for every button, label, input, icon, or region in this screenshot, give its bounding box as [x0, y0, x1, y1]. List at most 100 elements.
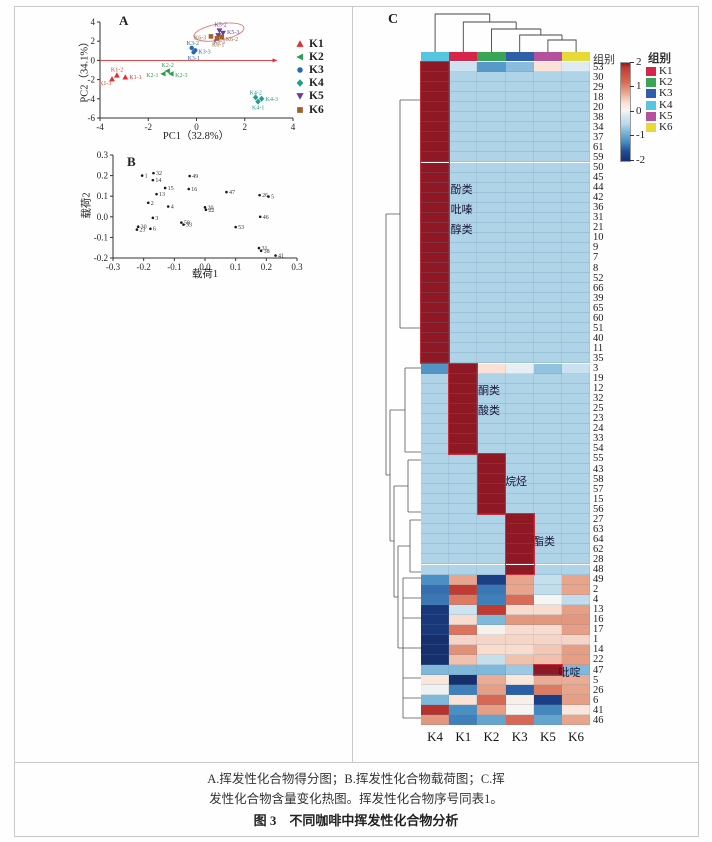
heatmap-cell — [421, 614, 450, 625]
column-label-K4: K4 — [427, 729, 444, 744]
heatmap-cell — [562, 383, 591, 394]
heatmap-cell — [533, 142, 562, 153]
heatmap-cell — [505, 273, 534, 284]
heatmap-cell — [421, 654, 450, 665]
heatmap-cell — [421, 202, 450, 213]
heatmap-cell — [505, 715, 534, 726]
class-annotation: 烷烃 — [505, 475, 528, 488]
heatmap-cell — [562, 263, 591, 274]
panel-b-xlabel: 载荷1 — [191, 269, 219, 280]
heatmap-cell — [449, 524, 478, 535]
heatmap-cell — [477, 403, 506, 414]
heatmap-cell — [562, 443, 591, 454]
heatmap-cell — [421, 162, 450, 173]
heatmap-cell — [505, 644, 534, 655]
heatmap-cell — [533, 353, 562, 364]
svg-text:-4: -4 — [88, 94, 96, 104]
class-annotation: 吡啶 — [558, 666, 581, 679]
group-color-chip — [646, 89, 656, 99]
heatmap-cell — [449, 614, 478, 625]
heatmap-cell — [421, 102, 450, 113]
heatmap-cell — [562, 222, 591, 233]
heatmap-cell — [449, 313, 478, 324]
heatmap-cell — [477, 222, 506, 233]
heatmap-cell — [477, 464, 506, 475]
heatmap-cell — [562, 524, 591, 535]
heatmap-cell — [449, 423, 478, 434]
svg-text:2: 2 — [151, 201, 154, 207]
heatmap-cell — [449, 514, 478, 525]
heatmap-cell — [533, 122, 562, 133]
heatmap-cell — [533, 494, 562, 505]
heatmap-cell — [533, 453, 562, 464]
heatmap-cell — [562, 644, 591, 655]
svg-text:K6-3: K6-3 — [194, 35, 206, 41]
heatmap-cell — [449, 303, 478, 314]
heatmap-cell — [421, 695, 450, 706]
heatmap-cell — [562, 343, 591, 354]
heatmap-cell — [505, 263, 534, 274]
svg-text:30: 30 — [141, 225, 147, 231]
heatmap-cell — [562, 82, 591, 93]
heatmap-cell — [421, 172, 450, 183]
heatmap-cell — [562, 92, 591, 103]
svg-text:16: 16 — [191, 187, 197, 193]
heatmap-cell — [449, 92, 478, 103]
heatmap-cell — [477, 112, 506, 123]
row-label: 38 — [593, 111, 604, 123]
svg-text:23: 23 — [139, 228, 145, 234]
svg-text:-4: -4 — [96, 122, 104, 132]
group-annotation-K5 — [533, 52, 562, 61]
heatmap-cell — [533, 634, 562, 645]
row-label: 15 — [593, 493, 604, 505]
row-label: 9 — [593, 242, 599, 254]
heatmap-cell — [477, 675, 506, 686]
row-label: 63 — [593, 523, 604, 535]
heatmap-cell — [505, 283, 534, 294]
caption-line-1: A.挥发性化合物得分图；B.挥发性化合物载荷图；C.挥 — [207, 772, 505, 786]
row-label: 31 — [593, 212, 604, 224]
heatmap-cell — [505, 474, 534, 485]
heatmap-cell — [505, 62, 534, 73]
heatmap-cell — [533, 283, 562, 294]
legend-item-K5: K5 — [295, 90, 324, 103]
caption-divider — [14, 762, 698, 763]
heatmap-cell — [421, 283, 450, 294]
heatmap-cell — [477, 122, 506, 133]
heatmap-cell — [505, 564, 534, 575]
svg-text:0.1: 0.1 — [230, 262, 241, 272]
svg-text:4: 4 — [171, 205, 174, 211]
heatmap-cell — [562, 504, 591, 515]
row-label: 65 — [593, 302, 604, 314]
svg-text:26: 26 — [262, 193, 268, 199]
heatmap-cell — [505, 252, 534, 263]
row-label: 26 — [593, 684, 604, 696]
colorbar — [620, 62, 631, 162]
heatmap-cell — [449, 433, 478, 444]
group-color-chip — [646, 78, 656, 88]
diamond-marker-icon — [296, 79, 304, 87]
heatmap-cell — [477, 484, 506, 495]
heatmap-cell — [533, 263, 562, 274]
heatmap-cell — [533, 564, 562, 575]
heatmap-cell — [533, 72, 562, 83]
heatmap-cell — [477, 524, 506, 535]
heatmap-cell — [449, 142, 478, 153]
panel-a-xlabel: PC1（32.8%） — [162, 131, 230, 142]
heatmap-cell — [533, 293, 562, 304]
heatmap-cell — [449, 695, 478, 706]
heatmap-cell — [562, 182, 591, 193]
heatmap-cell — [449, 82, 478, 93]
row-label: 44 — [593, 182, 604, 194]
svg-text:K4-2: K4-2 — [250, 90, 262, 96]
heatmap-cell — [505, 202, 534, 213]
heatmap-cell — [477, 433, 506, 444]
svg-text:K2-1: K2-1 — [146, 73, 158, 79]
group-annotation-K1 — [449, 52, 478, 61]
figure-caption: A.挥发性化合物得分图；B.挥发性化合物载荷图；C.挥 发性化合物含量变化热图。… — [0, 769, 712, 831]
heatmap-cell — [533, 252, 562, 263]
heatmap-cell — [449, 604, 478, 615]
heatmap-cell — [421, 242, 450, 253]
heatmap-cell — [477, 343, 506, 354]
heatmap-cell — [562, 283, 591, 294]
